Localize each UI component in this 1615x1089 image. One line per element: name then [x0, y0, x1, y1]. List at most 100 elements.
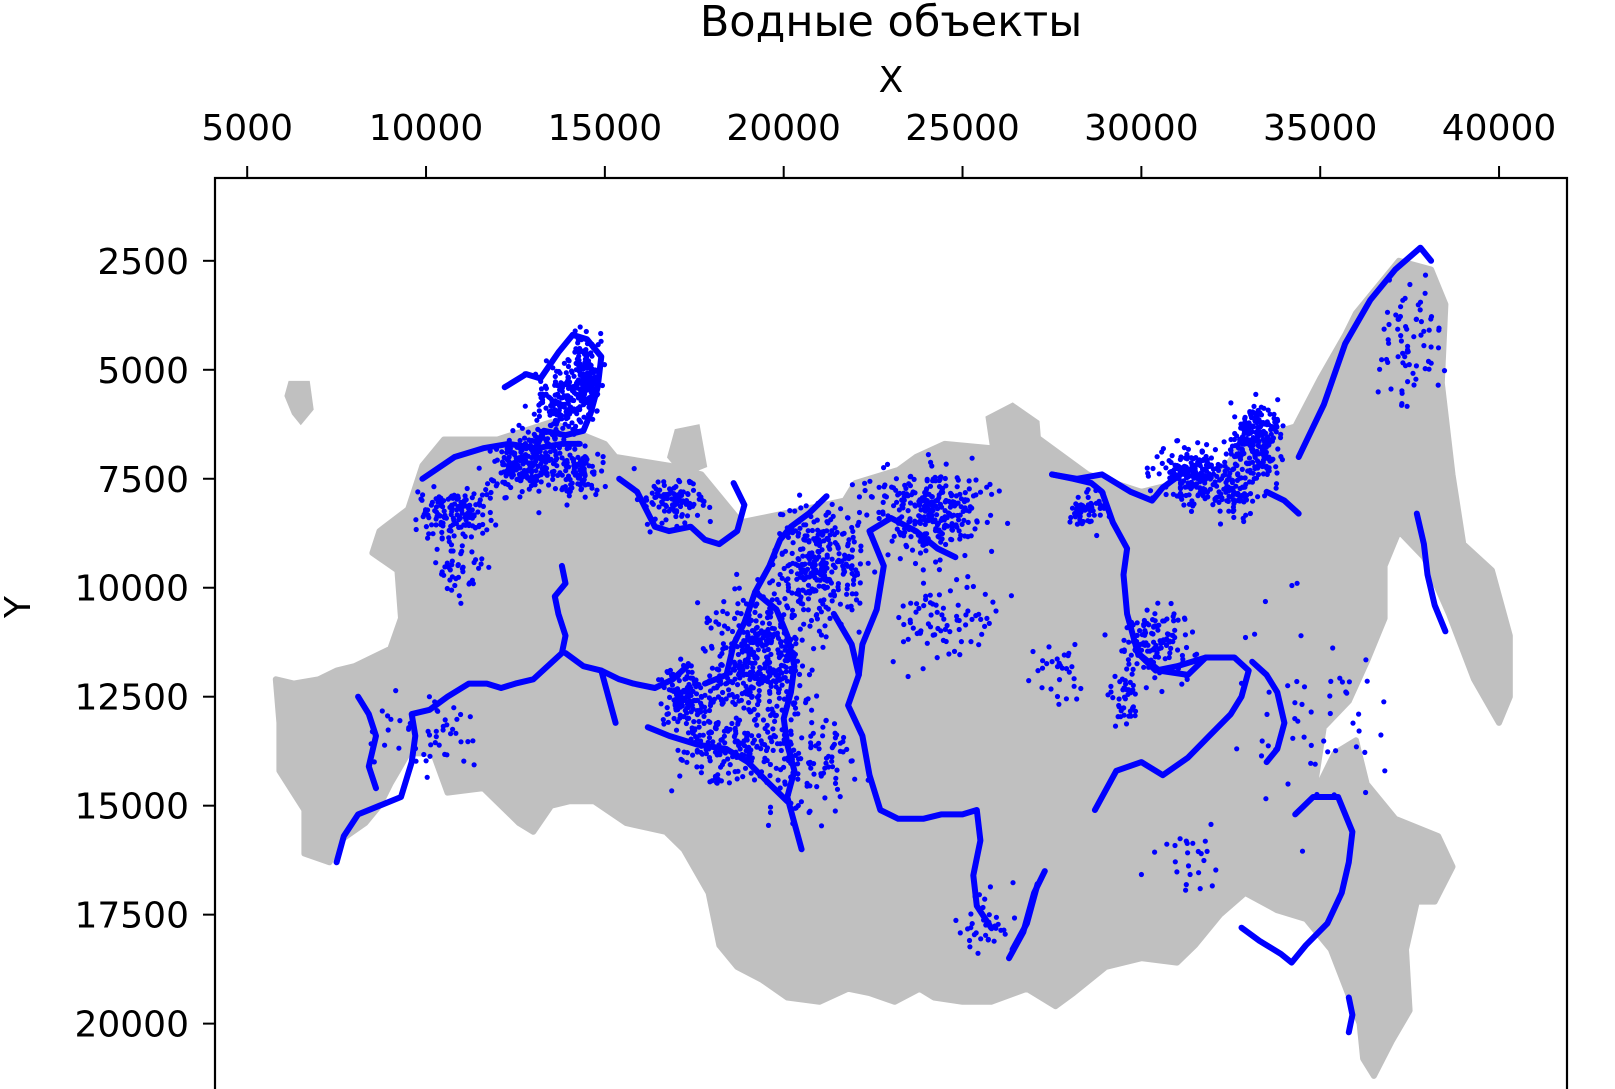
water-point — [893, 476, 900, 482]
water-point — [667, 694, 673, 701]
water-point — [573, 463, 580, 469]
water-point — [794, 658, 801, 664]
water-point — [675, 747, 681, 753]
water-point — [889, 484, 895, 490]
water-point — [765, 675, 771, 681]
water-point — [807, 550, 813, 557]
water-point — [1168, 469, 1174, 475]
water-point — [914, 601, 920, 607]
water-point — [739, 647, 745, 654]
water-point — [724, 680, 730, 686]
water-point — [1356, 711, 1362, 717]
water-point — [543, 405, 549, 411]
water-point — [959, 521, 965, 528]
water-point — [818, 632, 825, 638]
water-point — [565, 385, 572, 391]
water-point — [677, 773, 683, 779]
water-point — [1263, 463, 1270, 469]
water-point — [982, 896, 988, 902]
water-point — [1169, 453, 1175, 459]
water-point — [747, 651, 753, 657]
water-point — [424, 774, 430, 780]
water-point — [525, 429, 531, 435]
water-point — [838, 506, 844, 512]
water-point — [1145, 648, 1151, 654]
water-point — [779, 727, 785, 733]
water-point — [456, 505, 462, 511]
water-point — [661, 721, 667, 727]
water-point — [1142, 628, 1148, 634]
water-point — [788, 808, 794, 814]
water-point — [472, 525, 478, 531]
water-point — [701, 713, 707, 720]
water-point — [1172, 842, 1178, 849]
water-point — [684, 674, 690, 680]
water-point — [1393, 312, 1399, 318]
water-point — [678, 756, 684, 762]
water-point — [456, 517, 462, 523]
water-point — [544, 441, 550, 448]
water-point — [986, 912, 992, 918]
water-point — [933, 602, 939, 608]
water-point — [423, 524, 429, 530]
water-point — [590, 344, 596, 350]
water-point — [446, 535, 452, 541]
water-point — [790, 770, 796, 776]
water-point — [852, 776, 858, 782]
water-point — [849, 554, 855, 560]
water-point — [1054, 656, 1060, 662]
water-point — [575, 362, 581, 368]
water-point — [829, 528, 835, 534]
water-point — [1166, 654, 1172, 661]
water-point — [1201, 467, 1207, 473]
water-point — [909, 547, 916, 553]
water-point — [453, 730, 459, 736]
water-point — [1165, 481, 1171, 487]
water-point — [634, 496, 641, 503]
water-point — [581, 364, 587, 370]
water-point — [788, 669, 794, 675]
water-point — [721, 733, 728, 739]
water-point — [816, 740, 822, 747]
water-point — [486, 564, 492, 570]
water-point — [737, 659, 743, 665]
water-point — [948, 502, 954, 508]
water-point — [1289, 582, 1295, 589]
water-point — [957, 930, 963, 936]
water-point — [1138, 871, 1144, 878]
water-point — [407, 720, 413, 726]
water-point — [1134, 620, 1140, 626]
water-point — [449, 502, 455, 508]
water-point — [773, 765, 779, 771]
water-point — [782, 781, 788, 787]
water-point — [832, 730, 838, 736]
water-point — [1061, 652, 1067, 658]
water-point — [921, 603, 927, 609]
water-point — [681, 662, 687, 669]
water-point — [464, 485, 470, 492]
water-point — [409, 714, 415, 721]
water-point — [970, 583, 977, 590]
water-point — [729, 641, 735, 647]
water-point — [439, 499, 445, 505]
water-point — [588, 362, 594, 368]
water-point — [783, 664, 789, 670]
water-point — [773, 672, 779, 678]
water-point — [727, 762, 733, 768]
water-point — [721, 759, 727, 765]
water-point — [1088, 500, 1094, 506]
water-point — [1215, 467, 1222, 473]
water-point — [554, 412, 560, 418]
water-point — [755, 577, 761, 583]
water-point — [968, 911, 974, 917]
water-point — [908, 534, 914, 540]
water-point — [476, 565, 482, 571]
water-point — [925, 452, 932, 458]
water-point — [680, 489, 686, 495]
water-point — [774, 630, 781, 636]
water-point — [779, 707, 785, 713]
water-point — [754, 743, 760, 750]
water-point — [1144, 607, 1150, 613]
water-point — [731, 694, 737, 700]
water-point — [479, 492, 485, 498]
